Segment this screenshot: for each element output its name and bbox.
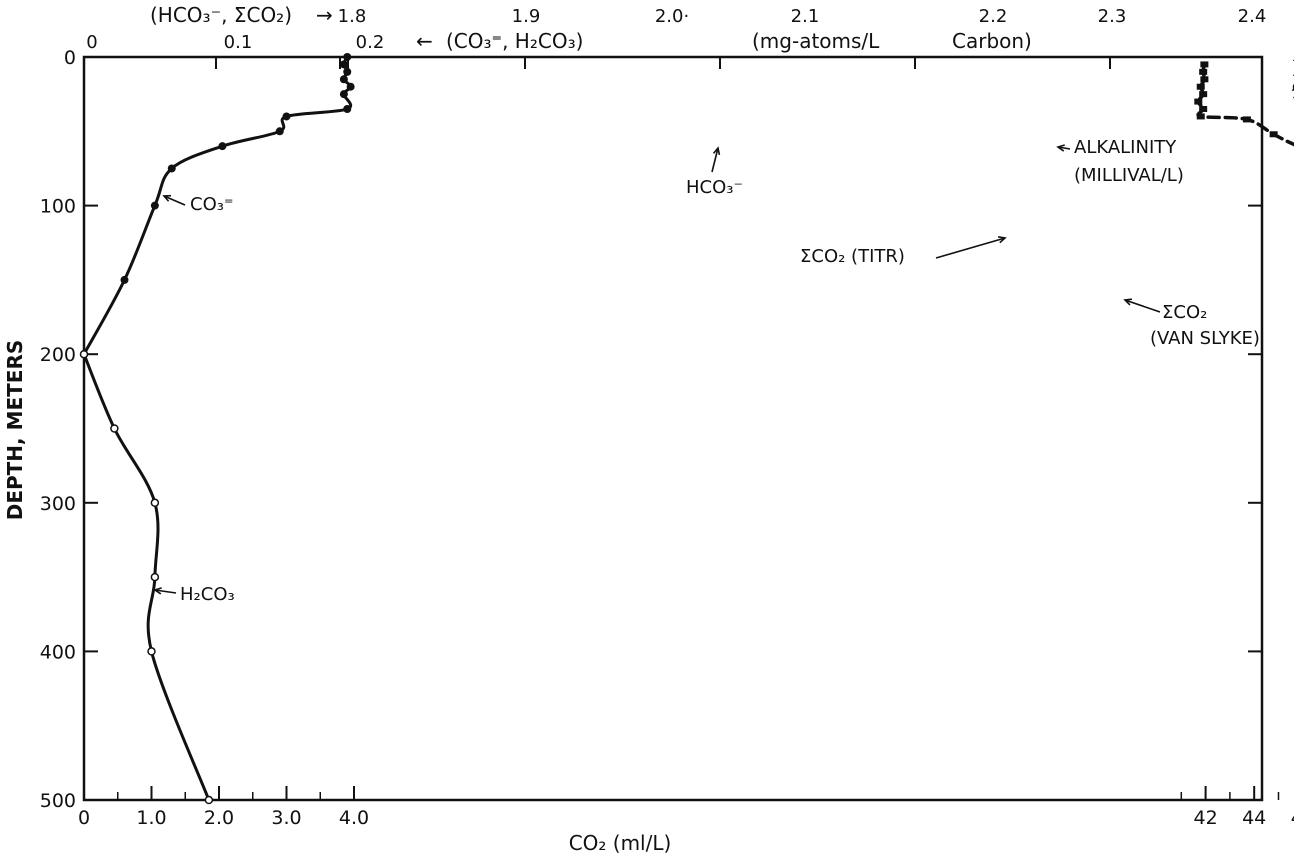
label-h2co3: H₂CO₃: [180, 584, 235, 605]
x-axis-title: CO₂ (ml/L): [569, 831, 672, 855]
top-axis-unit-label-2: Carbon): [952, 29, 1032, 53]
data-point: [1196, 83, 1205, 90]
bicarbonate-tick-label: 2.3: [1098, 6, 1127, 27]
data-point: [1199, 91, 1208, 98]
carbonate-axis-arrow: ←: [416, 29, 433, 53]
data-point: [1269, 131, 1278, 138]
y-tick-label: 300: [40, 493, 76, 515]
y-tick-label: 500: [40, 790, 76, 812]
annotation-arrow: [1057, 146, 1071, 150]
data-point: [275, 127, 284, 136]
data-point: [1199, 68, 1208, 75]
series-2: [1194, 61, 1294, 150]
label-hco3: HCO₃⁻: [686, 177, 743, 198]
data-point: [339, 90, 348, 99]
label-sco2-vs-1: ΣCO₂: [1162, 302, 1207, 323]
annotation-arrowhead: [162, 194, 172, 202]
data-point: [343, 67, 352, 76]
annotation-arrow: [154, 589, 177, 594]
top-axis-prefix-label: (HCO₃⁻, ΣCO₂): [150, 3, 292, 27]
data-point: [343, 53, 352, 61]
data-point: [110, 424, 119, 433]
series-line: [1196, 62, 1294, 147]
data-point: [343, 105, 352, 114]
label-co3: CO₃⁼: [190, 194, 233, 215]
carbonate-tick-label: 0.2: [356, 32, 385, 53]
data-point: [167, 164, 176, 173]
label-sco2-titr: ΣCO₂ (TITR): [800, 246, 905, 267]
bicarbonate-tick-label: 2.1: [791, 6, 820, 27]
series-1: [79, 349, 214, 805]
x-tick-label: 1.0: [136, 807, 166, 829]
y-axis-title: DEPTH, METERS: [3, 340, 27, 521]
bicarbonate-tick-label: 2.0·: [655, 6, 689, 27]
data-point: [1200, 61, 1209, 68]
label-alkalinity-1: ALKALINITY: [1074, 137, 1177, 158]
x-tick-label: 2.0: [204, 807, 234, 829]
data-point: [79, 349, 89, 359]
annotation-arrowhead: [997, 236, 1007, 244]
data-point: [150, 498, 160, 508]
data-point: [150, 572, 160, 582]
series-0: [80, 53, 355, 359]
label-alkalinity-2: (MILLIVAL/L): [1074, 165, 1184, 186]
data-point: [1242, 116, 1251, 123]
bicarbonate-tick-label: 1.8: [338, 6, 367, 27]
data-point: [1200, 76, 1209, 83]
top-axis-unit-label-1: (mg-atoms/L: [752, 29, 880, 53]
data-point: [147, 647, 156, 656]
data-point: [1196, 113, 1205, 120]
data-point: [339, 75, 348, 84]
x-tick-label: 4.0: [339, 807, 369, 829]
annotation-arrowhead: [1056, 144, 1065, 152]
data-point: [218, 142, 227, 151]
data-point: [339, 60, 348, 69]
x-tick-label: 46: [1291, 807, 1294, 829]
data-point: [282, 112, 291, 121]
y-tick-label: 400: [40, 641, 76, 663]
data-point: [1199, 106, 1208, 113]
annotation-arrowhead: [1123, 298, 1133, 306]
data-point: [150, 201, 159, 210]
annotation-arrow: [163, 195, 186, 206]
x-tick-label: 0: [78, 807, 90, 829]
data-point: [1291, 86, 1294, 91]
bicarbonate-tick-label: 2.4: [1238, 6, 1267, 27]
x-tick-label: 42: [1194, 807, 1218, 829]
carbonate-tick-label: 0: [86, 32, 97, 53]
y-tick-label: 200: [40, 344, 76, 366]
annotation-arrowhead: [153, 587, 162, 595]
axes: 010020030040050001.02.03.04.042444648505…: [40, 6, 1294, 829]
data-point: [346, 82, 355, 91]
bicarbonate-tick-label: 1.9: [512, 6, 541, 27]
plot-frame: [82, 55, 1264, 802]
annotation-arrow: [935, 237, 1006, 259]
annotation-arrow: [1124, 299, 1161, 313]
data-point: [120, 275, 129, 284]
data-point: [1194, 98, 1203, 105]
y-tick-label: 0: [64, 47, 76, 69]
annotation-arrowhead: [712, 146, 721, 156]
carbonate-tick-label: 0.1: [224, 32, 253, 53]
x-tick-label: 3.0: [271, 807, 301, 829]
label-sco2-vs-2: (VAN SLYKE): [1150, 328, 1260, 349]
data-marks: [79, 53, 1294, 805]
bicarbonate-tick-label: 2.2: [979, 6, 1008, 27]
labels: CO₂ (ml/L) DEPTH, METERS (HCO₃⁻, ΣCO₂) →…: [3, 3, 1260, 855]
x-tick-label: 44: [1242, 807, 1266, 829]
y-tick-label: 100: [40, 196, 76, 218]
data-point: [204, 795, 214, 805]
top-axis-arrow: →: [316, 3, 333, 27]
carbonate-axis-label: (CO₃⁼, H₂CO₃): [446, 29, 583, 53]
annotation-arrow: [711, 147, 719, 173]
series-line: [82, 352, 211, 802]
